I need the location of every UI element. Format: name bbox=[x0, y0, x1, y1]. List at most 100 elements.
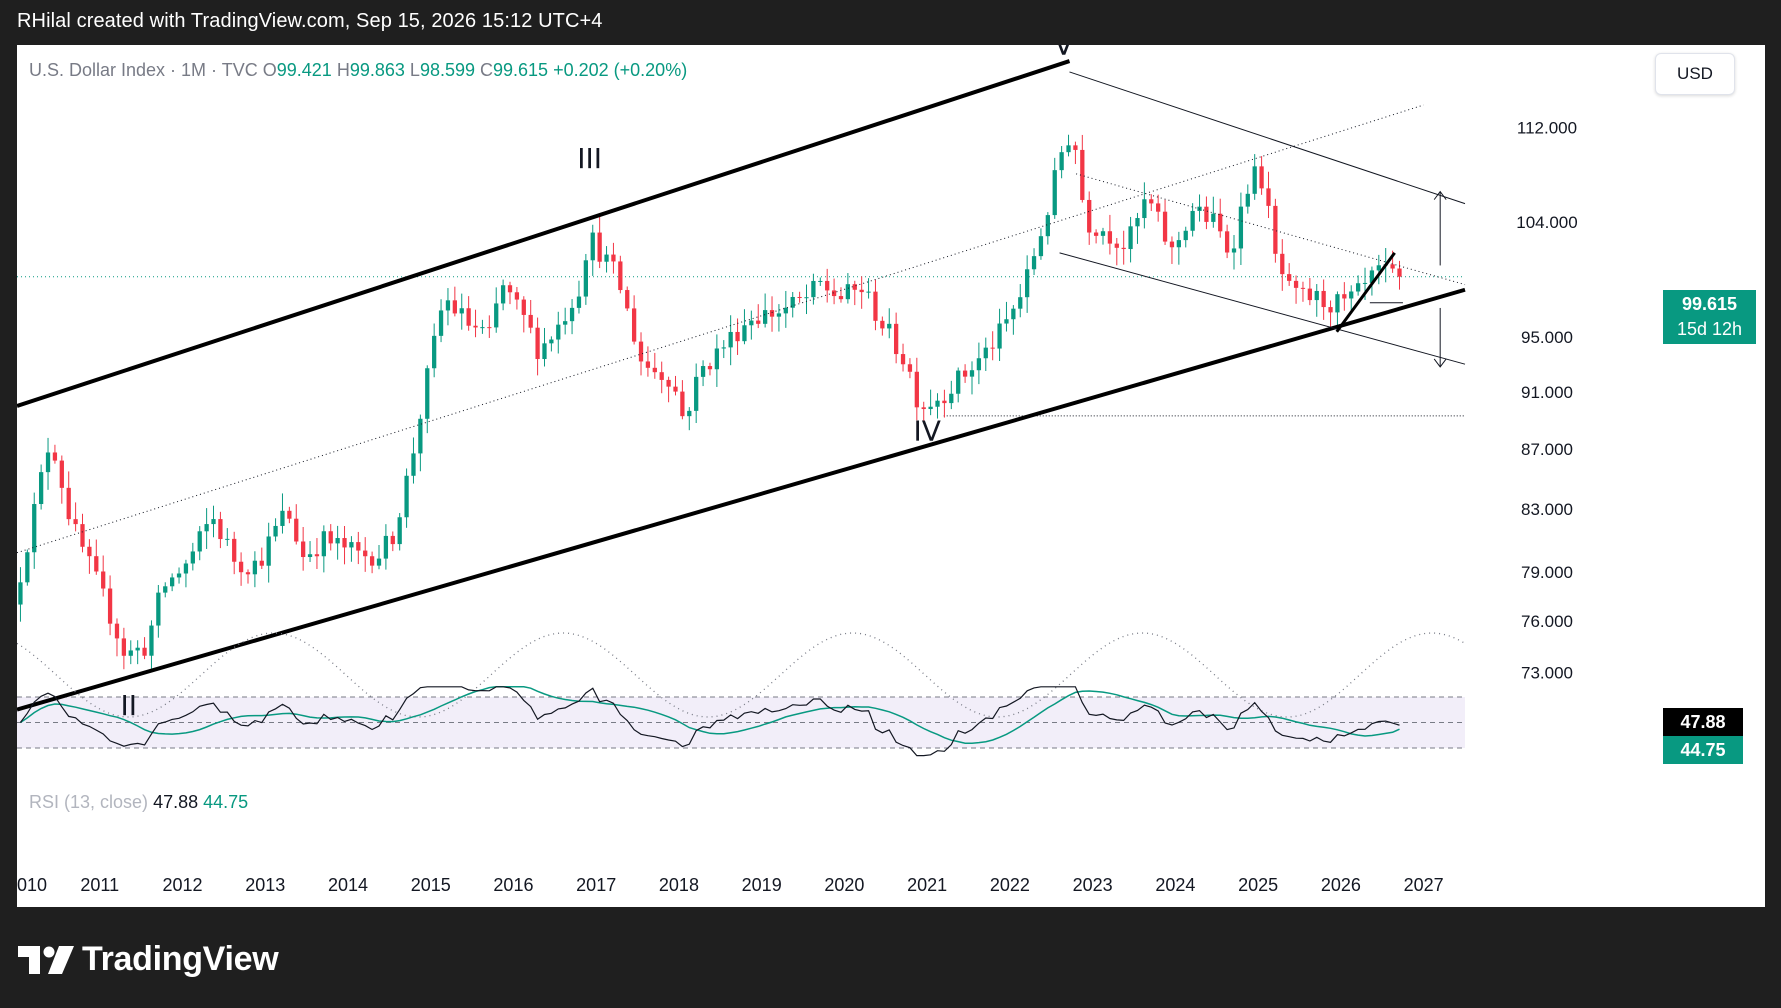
candle-body bbox=[707, 366, 713, 370]
candle-body bbox=[1149, 199, 1154, 204]
breakout-trend-line bbox=[1335, 251, 1396, 333]
candle-body bbox=[956, 370, 961, 394]
candle-body bbox=[500, 285, 506, 304]
channel-mid-line bbox=[17, 104, 1424, 554]
candle-body bbox=[87, 546, 92, 557]
symbol-name: U.S. Dollar Index · 1M · TVC bbox=[29, 60, 258, 80]
candle-body bbox=[156, 592, 161, 626]
candle-body bbox=[1025, 269, 1030, 298]
candle-body bbox=[238, 561, 244, 573]
candle-body bbox=[880, 320, 885, 329]
candle-body bbox=[542, 343, 547, 360]
candle-body bbox=[1114, 243, 1119, 248]
candle-body bbox=[273, 525, 278, 537]
candle-body bbox=[776, 313, 782, 317]
price-tick-label: 104.000 bbox=[1516, 213, 1577, 232]
candles-group bbox=[18, 134, 1402, 670]
candle-body bbox=[942, 400, 947, 404]
candle-body bbox=[1349, 291, 1354, 299]
candle-body bbox=[1087, 199, 1092, 233]
time-tick-label: 2012 bbox=[162, 875, 202, 895]
candle-body bbox=[1162, 211, 1168, 242]
candle-body bbox=[1176, 240, 1181, 248]
candle-body bbox=[1059, 152, 1064, 171]
rsi-line bbox=[19, 686, 1400, 757]
candle-body bbox=[232, 538, 237, 562]
candle-body bbox=[790, 296, 795, 308]
candle-body bbox=[473, 325, 478, 328]
candle-body bbox=[397, 517, 402, 545]
candle-body bbox=[928, 406, 933, 410]
price-tick-label: 95.000 bbox=[1521, 328, 1573, 347]
time-tick-label: 2019 bbox=[742, 875, 782, 895]
candle-body bbox=[680, 391, 685, 417]
candle-body bbox=[259, 560, 264, 566]
high-value: 99.863 bbox=[349, 60, 405, 80]
candle-body bbox=[825, 280, 830, 291]
candle-body bbox=[1273, 205, 1278, 254]
candle-body bbox=[1335, 294, 1340, 313]
candle-body bbox=[631, 308, 637, 342]
rsi-value: 47.88 bbox=[153, 792, 199, 812]
symbol-legend[interactable]: U.S. Dollar Index · 1M · TVC O99.421 H99… bbox=[29, 60, 687, 81]
candle-body bbox=[1204, 206, 1209, 222]
candle-body bbox=[990, 347, 995, 349]
candle-body bbox=[307, 554, 313, 558]
candle-body bbox=[645, 361, 651, 368]
candle-body bbox=[866, 291, 871, 293]
candle-body bbox=[507, 285, 513, 293]
candle-body bbox=[735, 331, 740, 342]
candle-body bbox=[1252, 166, 1257, 194]
candle-body bbox=[638, 341, 644, 362]
candle-body bbox=[1190, 210, 1195, 231]
candle-body bbox=[1300, 287, 1306, 289]
candle-body bbox=[1107, 231, 1113, 244]
candle-body bbox=[418, 418, 423, 454]
candle-body bbox=[700, 366, 706, 377]
candle-body bbox=[342, 538, 347, 548]
time-tick-label: 2011 bbox=[80, 875, 119, 895]
candle-body bbox=[101, 571, 106, 589]
wave-label-V: V bbox=[1054, 45, 1073, 62]
candle-body bbox=[1128, 226, 1133, 250]
candle-body bbox=[1052, 170, 1057, 216]
candle-body bbox=[314, 554, 320, 557]
candle-body bbox=[514, 292, 520, 300]
candle-body bbox=[411, 453, 416, 476]
price-tick-label: 83.000 bbox=[1521, 500, 1573, 519]
candle-body bbox=[756, 320, 761, 324]
desc-channel-lower-line bbox=[1059, 252, 1466, 365]
candle-body bbox=[1031, 256, 1037, 270]
candle-body bbox=[997, 323, 1002, 349]
candle-body bbox=[1183, 230, 1188, 241]
candle-body bbox=[294, 518, 299, 542]
time-tick-label: 2021 bbox=[907, 875, 947, 895]
candle-body bbox=[45, 452, 51, 473]
wave-label-IV: IV bbox=[913, 414, 940, 447]
candle-body bbox=[666, 379, 671, 387]
candle-body bbox=[390, 535, 395, 545]
candle-body bbox=[983, 347, 988, 359]
candle-body bbox=[694, 376, 699, 411]
candle-body bbox=[383, 535, 389, 559]
candle-body bbox=[783, 307, 788, 314]
candle-body bbox=[962, 370, 968, 377]
tradingview-logo[interactable]: TradingView bbox=[18, 940, 279, 979]
chart-frame[interactable]: II III IV V 73.000 76.000 79.000 83.000 87.000 9… bbox=[17, 45, 1765, 907]
candle-body bbox=[1342, 294, 1347, 299]
rsi-legend[interactable]: RSI (13, close) 47.88 44.75 bbox=[29, 792, 248, 813]
candle-body bbox=[245, 572, 251, 575]
candle-body bbox=[73, 519, 78, 525]
candle-body bbox=[611, 254, 616, 262]
candle-body bbox=[563, 321, 568, 325]
candle-body bbox=[1100, 231, 1106, 236]
currency-button[interactable]: USD bbox=[1655, 53, 1735, 95]
candle-body bbox=[59, 460, 64, 488]
candle-body bbox=[170, 577, 175, 587]
candle-body bbox=[135, 647, 140, 651]
candle-body bbox=[1073, 145, 1078, 150]
time-tick-label: 2015 bbox=[411, 875, 451, 895]
tradingview-logo-icon bbox=[18, 945, 74, 974]
price-tick-label: 112.000 bbox=[1517, 119, 1577, 138]
